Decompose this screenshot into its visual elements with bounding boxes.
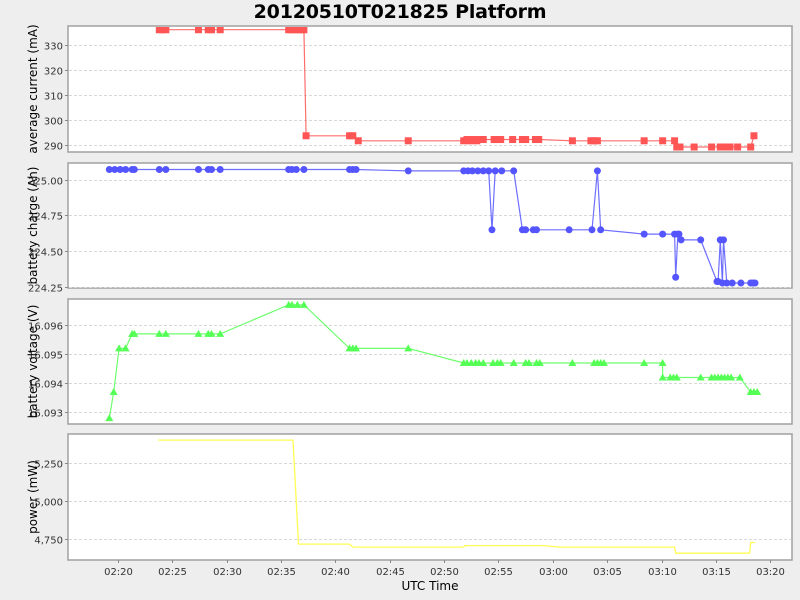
x-tick-label: 02:25 xyxy=(158,567,187,578)
x-axis-label: UTC Time xyxy=(402,579,459,593)
x-tick-label: 02:45 xyxy=(376,567,405,578)
x-tick-label: 03:05 xyxy=(593,567,622,578)
y-tick-label: 16.096 xyxy=(28,322,63,333)
series-power xyxy=(158,439,755,554)
series-battery-voltage xyxy=(105,300,762,422)
y-axis-label: power (mW) xyxy=(26,460,40,534)
x-tick-label: 03:00 xyxy=(539,567,568,578)
y-tick-label: 16.093 xyxy=(28,409,63,420)
series-battery-charge xyxy=(105,165,759,287)
y-tick-label: 16.095 xyxy=(28,351,63,362)
panel-average-current: 290 300 310 320 330 average current (mA) xyxy=(26,24,793,154)
x-tick-label: 02:35 xyxy=(267,567,296,578)
x-tick-label: 02:50 xyxy=(430,567,459,578)
y-tick-label: 225.00 xyxy=(28,177,63,188)
y-axis-label: battery charge (Ah) xyxy=(26,167,40,285)
x-tick-label: 03:10 xyxy=(648,567,677,578)
y-tick-label: 4,750 xyxy=(34,536,63,547)
x-tick-label: 03:15 xyxy=(702,567,731,578)
y-tick-label: 5,250 xyxy=(34,460,63,471)
y-tick-label: 300 xyxy=(44,117,63,128)
y-tick-label: 16.094 xyxy=(28,380,63,391)
x-tick-label: 03:20 xyxy=(756,567,785,578)
chart-title: 20120510T021825 Platform xyxy=(253,1,547,23)
y-tick-label: 290 xyxy=(44,142,63,153)
x-tick-label: 02:30 xyxy=(213,567,242,578)
y-axis-label: battery voltage (V) xyxy=(26,305,40,419)
y-axis-label: average current (mA) xyxy=(26,24,40,153)
series-average-current xyxy=(155,27,758,151)
y-tick-label: 330 xyxy=(44,42,63,53)
y-tick-label: 310 xyxy=(44,92,63,103)
x-tick-label: 02:55 xyxy=(484,567,513,578)
y-tick-label: 5,000 xyxy=(34,498,63,509)
y-tick-label: 224.75 xyxy=(28,212,63,223)
x-tick-label: 02:20 xyxy=(104,567,133,578)
y-tick-label: 224.25 xyxy=(28,284,63,295)
x-tick-label: 02:40 xyxy=(321,567,350,578)
y-tick-label: 320 xyxy=(44,67,63,78)
y-tick-label: 224.50 xyxy=(28,248,63,259)
